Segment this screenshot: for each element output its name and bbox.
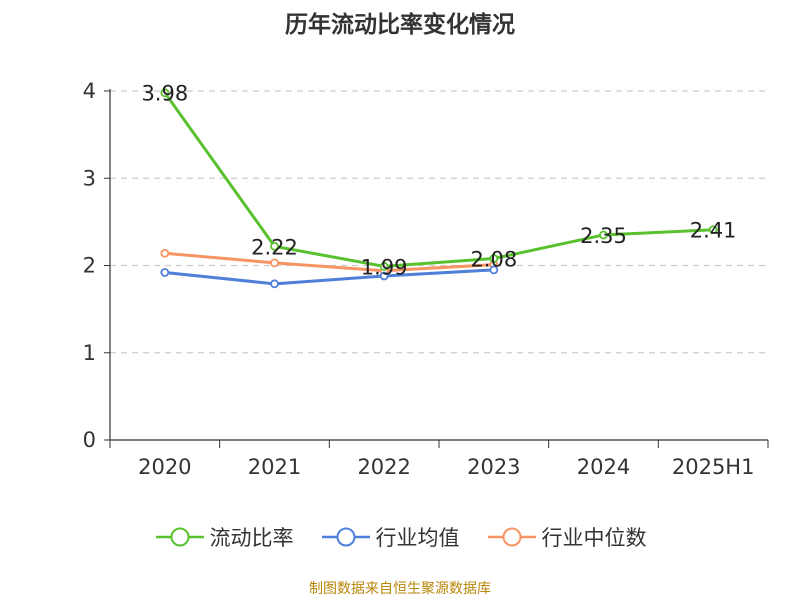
data-point	[379, 261, 389, 271]
legend-label: 行业均值	[375, 526, 460, 550]
source-note: 制图数据来自恒生聚源数据库	[309, 581, 491, 597]
data-label: 2.35	[580, 224, 627, 248]
data-point	[489, 265, 499, 275]
x-tick-label: 2020	[138, 455, 191, 479]
y-tick-label: 0	[83, 428, 96, 452]
data-point	[160, 88, 170, 98]
data-label: 1.99	[361, 255, 408, 279]
series-line	[164, 251, 494, 273]
data-point	[379, 271, 389, 281]
x-tick-label: 2022	[357, 455, 410, 479]
chart-title: 历年流动比率变化情况	[285, 12, 515, 38]
data-label: 2.41	[690, 219, 737, 243]
x-tick-label: 2024	[577, 455, 630, 479]
data-label: 3.98	[141, 82, 188, 106]
y-tick-label: 3	[83, 166, 96, 190]
legend-label: 行业中位数	[541, 526, 647, 550]
data-point	[489, 254, 499, 263]
data-point	[270, 258, 279, 268]
data-label: 2.08	[470, 248, 517, 272]
data-point	[160, 268, 170, 277]
series-lines	[160, 88, 718, 289]
data-point	[270, 241, 279, 251]
y-tick-label: 2	[83, 254, 96, 278]
legend-item[interactable]: 行业中位数	[486, 522, 647, 552]
legend-swatch-marker	[502, 527, 521, 547]
series-line	[163, 91, 714, 268]
x-tick-label: 2025H1	[672, 455, 755, 479]
data-label: 2.22	[251, 235, 298, 259]
legend-item[interactable]: 流动比率	[154, 522, 294, 552]
data-point	[160, 248, 170, 258]
legend-swatch-icon	[487, 527, 536, 547]
data-labels: 3.98 2.22 1.99 2.08 2.35 2.41	[141, 82, 736, 280]
axes: 0 1 2 3 4 2020 2021 2022 2023 2024 2025H1	[83, 79, 769, 479]
data-point	[270, 279, 279, 289]
y-tick-label: 4	[83, 79, 96, 103]
legend-item[interactable]: 行业均值	[320, 522, 460, 552]
legend-label: 流动比率	[209, 526, 294, 550]
legend-swatch-icon	[321, 527, 370, 547]
x-tick-label: 2021	[248, 455, 301, 479]
legend-swatch-marker	[170, 527, 189, 547]
grid-lines	[110, 90, 768, 354]
data-point	[708, 225, 718, 235]
x-tick-label: 2023	[467, 455, 520, 479]
legend: 流动比率 行业均值 行业中位数	[0, 520, 800, 554]
legend-swatch-icon	[155, 527, 204, 547]
y-tick-label: 1	[83, 341, 96, 365]
series-line	[164, 268, 494, 286]
data-point	[599, 230, 608, 240]
legend-swatch-marker	[336, 527, 355, 547]
